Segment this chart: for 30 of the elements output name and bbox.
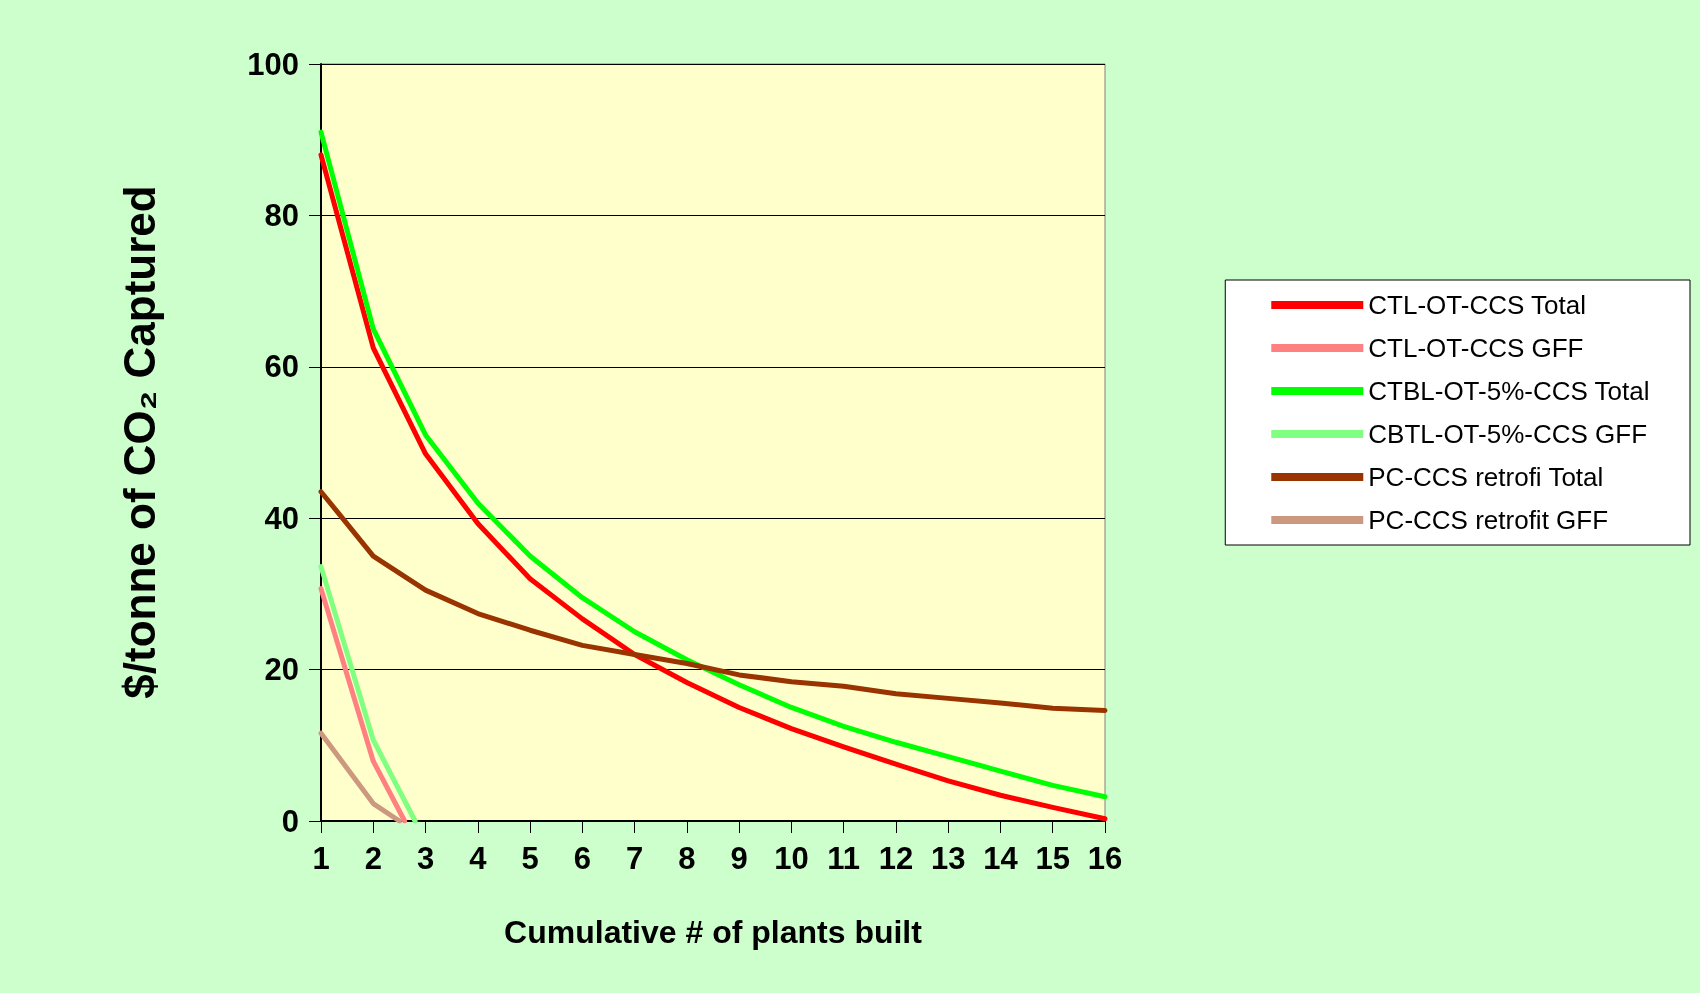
- x-tick-label: 10: [774, 841, 809, 876]
- x-tick-label: 1: [312, 841, 330, 876]
- y-tick-label: 40: [264, 500, 299, 536]
- x-tick-label: 6: [573, 841, 591, 876]
- x-tick-label: 13: [930, 841, 966, 876]
- x-tick-label: 8: [678, 841, 696, 876]
- x-tick-label: 11: [827, 841, 861, 876]
- y-tick-label: 80: [264, 197, 299, 233]
- x-tick-label: 16: [1087, 841, 1123, 876]
- x-tick-label: 3: [416, 841, 435, 876]
- legend-label: CTL-OT-CCS GFF: [1368, 333, 1584, 363]
- x-tick-label: 2: [364, 841, 382, 876]
- x-tick-label: 4: [469, 841, 488, 876]
- legend-label: CTL-OT-CCS Total: [1368, 290, 1586, 320]
- y-tick-label: 0: [281, 803, 299, 839]
- x-tick-label: 9: [730, 841, 748, 876]
- y-tick-label: 100: [247, 46, 299, 82]
- x-tick-label: 14: [983, 841, 1019, 876]
- x-tick-label: 15: [1035, 841, 1070, 876]
- x-axis-title: Cumulative # of plants built: [504, 914, 923, 950]
- y-tick-label: 60: [264, 349, 299, 385]
- x-tick-label: 12: [878, 841, 914, 876]
- legend-label: CBTL-OT-5%-CCS GFF: [1368, 419, 1648, 449]
- y-tick-label: 20: [264, 652, 299, 688]
- y-axis-title: $/tonne of CO₂ Captured: [115, 185, 165, 699]
- legend-label: PC-CCS retrofit GFF: [1368, 505, 1609, 535]
- x-tick-label: 7: [625, 841, 644, 876]
- x-tick-label: 5: [521, 841, 539, 876]
- legend-label: CTBL-OT-5%-CCS Total: [1368, 376, 1650, 406]
- legend-label: PC-CCS retrofi Total: [1368, 462, 1604, 492]
